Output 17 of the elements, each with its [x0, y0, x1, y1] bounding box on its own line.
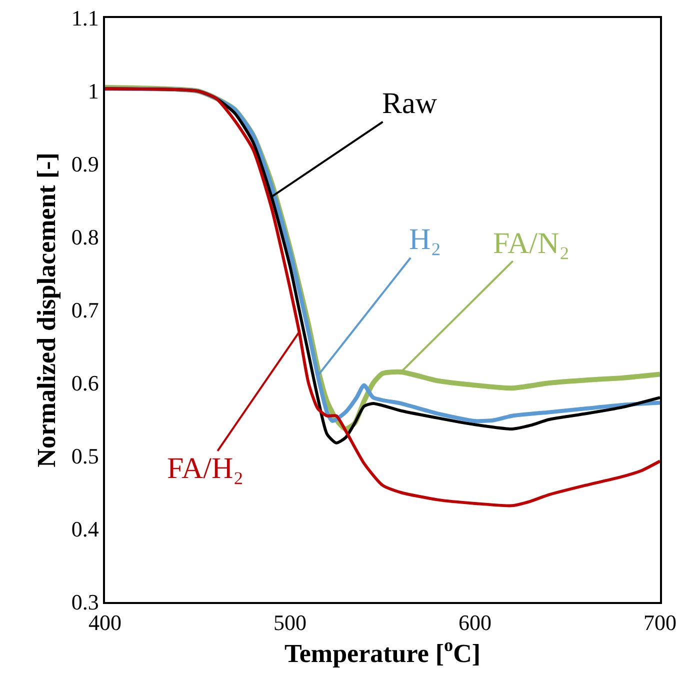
x-axis-title: Temperature [$^{o}$C] [284, 635, 481, 668]
y-tick-label: 0.5 [71, 444, 99, 469]
y-tick-label: 1 [88, 78, 99, 104]
y-axis-title: Normalized displacement [-] [32, 152, 62, 468]
y-tick-label: 1.1 [71, 6, 99, 31]
x-tick-label: 600 [458, 610, 492, 636]
y-tick-label: 0.8 [71, 224, 99, 250]
text: FA/H₂ [167, 452, 244, 485]
y-tick-label: 0.6 [71, 370, 99, 396]
y-tick-label: 0.4 [71, 516, 99, 542]
y-tick-label: 0.7 [71, 298, 99, 323]
text: Raw [382, 87, 438, 120]
x-tick-label: 500 [274, 610, 306, 636]
text: FA/N₂ [493, 227, 570, 260]
text: H₂ [409, 223, 442, 256]
y-tick-label: 0.9 [71, 152, 99, 177]
x-tick-label: 700 [644, 610, 676, 636]
